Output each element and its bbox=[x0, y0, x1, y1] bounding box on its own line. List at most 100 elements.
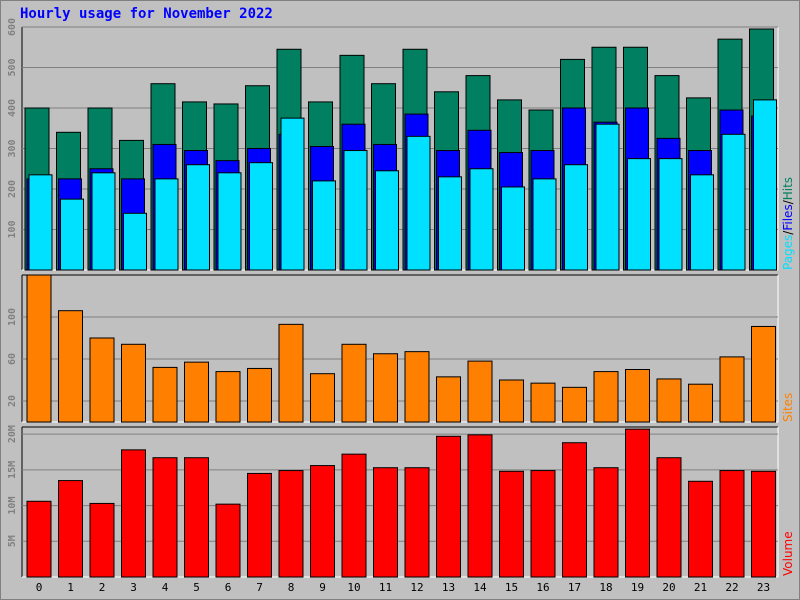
volume-bar bbox=[530, 470, 556, 578]
sites-label: Sites bbox=[781, 393, 795, 422]
volume-bar bbox=[751, 470, 776, 578]
volume-bar bbox=[215, 503, 241, 578]
sites-bar bbox=[278, 323, 304, 423]
volume-bar bbox=[562, 442, 587, 578]
pages-bar bbox=[91, 172, 116, 271]
volume-bar bbox=[436, 435, 461, 578]
x-tick-label: 15 bbox=[505, 581, 518, 594]
pages-files-hits-label-part: / bbox=[781, 199, 795, 204]
pages-bar bbox=[595, 123, 620, 271]
pages-bar bbox=[28, 174, 53, 271]
x-tick-label: 13 bbox=[442, 581, 455, 594]
pages-bar bbox=[469, 168, 494, 271]
sites-bar bbox=[593, 371, 619, 423]
pages-files-hits-label-part: Hits bbox=[781, 177, 795, 200]
x-tick-label: 18 bbox=[599, 581, 612, 594]
sites-bar bbox=[688, 383, 713, 423]
pages-bar bbox=[249, 162, 273, 271]
x-tick-label: 8 bbox=[288, 581, 295, 594]
panel-1-y-tick-label: 500 bbox=[7, 58, 18, 76]
x-tick-label: 10 bbox=[347, 581, 360, 594]
panel-3-y-tick-label: 15M bbox=[7, 461, 18, 479]
volume-bar bbox=[152, 457, 178, 578]
x-tick-label: 7 bbox=[256, 581, 263, 594]
sites-bar bbox=[751, 325, 776, 423]
panel-2-y-tick-label: 20 bbox=[7, 395, 18, 407]
volume-bar bbox=[499, 470, 524, 578]
panel-1-y-tick-label: 200 bbox=[7, 180, 18, 198]
pages-files-hits-label-part: / bbox=[781, 230, 795, 235]
x-tick-label: 4 bbox=[162, 581, 169, 594]
x-tick-label: 16 bbox=[536, 581, 549, 594]
panel-2-y-tick-label: 60 bbox=[7, 353, 18, 365]
volume-bar bbox=[121, 449, 146, 578]
x-tick-label: 3 bbox=[130, 581, 137, 594]
sites-bar bbox=[215, 371, 241, 423]
panel-2-y-tick-label: 100 bbox=[7, 308, 18, 326]
panel-2-plot-area bbox=[22, 275, 778, 422]
sites-bar bbox=[656, 378, 682, 423]
x-tick-label: 20 bbox=[662, 581, 675, 594]
sites-bar bbox=[121, 343, 146, 423]
x-tick-label: 9 bbox=[319, 581, 326, 594]
sites-bar bbox=[436, 376, 461, 423]
volume-label: Volume bbox=[781, 531, 795, 576]
sites-bar bbox=[26, 274, 52, 423]
x-tick-label: 5 bbox=[193, 581, 200, 594]
x-tick-label: 2 bbox=[99, 581, 106, 594]
x-tick-label: 1 bbox=[67, 581, 74, 594]
sites-bar bbox=[247, 367, 272, 423]
pages-bar bbox=[406, 135, 431, 271]
volume-bar bbox=[593, 467, 619, 578]
x-tick-label: 21 bbox=[694, 581, 707, 594]
pages-bar bbox=[501, 186, 525, 271]
x-tick-label: 22 bbox=[725, 581, 738, 594]
volume-bar bbox=[688, 480, 713, 578]
volume-bar bbox=[310, 465, 335, 578]
x-tick-label: 6 bbox=[225, 581, 232, 594]
panel-1-y-tick-label: 300 bbox=[7, 139, 18, 157]
pages-bar bbox=[721, 133, 746, 271]
x-tick-label: 11 bbox=[379, 581, 392, 594]
volume-bar bbox=[278, 470, 304, 578]
pages-bar bbox=[343, 150, 368, 271]
sites-label-part: Sites bbox=[781, 393, 795, 422]
pages-bar bbox=[532, 178, 557, 271]
volume-label-part: Volume bbox=[781, 531, 795, 576]
volume-bar bbox=[184, 457, 209, 578]
pages-files-hits-label-part: Files bbox=[781, 204, 795, 230]
panel-1-y-tick-label: 600 bbox=[7, 18, 18, 36]
sites-bar bbox=[530, 382, 556, 423]
sites-bar bbox=[310, 373, 335, 423]
panel-1-y-tick-label: 400 bbox=[7, 99, 18, 117]
pages-files-hits-label-part: Pages bbox=[781, 235, 795, 270]
volume-bar bbox=[656, 457, 682, 578]
panel-3-plot-area bbox=[22, 427, 778, 577]
x-tick-label: 12 bbox=[410, 581, 423, 594]
x-tick-label: 14 bbox=[473, 581, 487, 594]
pages-bar bbox=[438, 176, 462, 271]
pages-bar bbox=[217, 172, 242, 271]
volume-bar bbox=[26, 500, 52, 578]
volume-bar bbox=[467, 434, 493, 578]
pages-bar bbox=[375, 170, 399, 271]
sites-bar bbox=[499, 379, 524, 423]
pages-files-hits-label: Pages/Files/Hits bbox=[781, 177, 795, 270]
volume-bar bbox=[341, 453, 367, 578]
panel-1-y-tick-label: 100 bbox=[7, 220, 18, 238]
pages-bar bbox=[690, 174, 714, 271]
sites-bar bbox=[562, 386, 587, 423]
sites-bar bbox=[89, 337, 115, 423]
sites-bar bbox=[404, 351, 430, 423]
chart-title: Hourly usage for November 2022 bbox=[20, 6, 273, 22]
x-tick-label: 23 bbox=[757, 581, 770, 594]
sites-bar bbox=[625, 369, 650, 423]
pages-bar bbox=[312, 180, 336, 271]
volume-bar bbox=[247, 472, 272, 578]
sites-bar bbox=[467, 360, 493, 423]
volume-bar bbox=[625, 428, 650, 578]
pages-bar bbox=[658, 158, 683, 271]
volume-bar bbox=[373, 467, 398, 578]
pages-bar bbox=[753, 99, 777, 271]
